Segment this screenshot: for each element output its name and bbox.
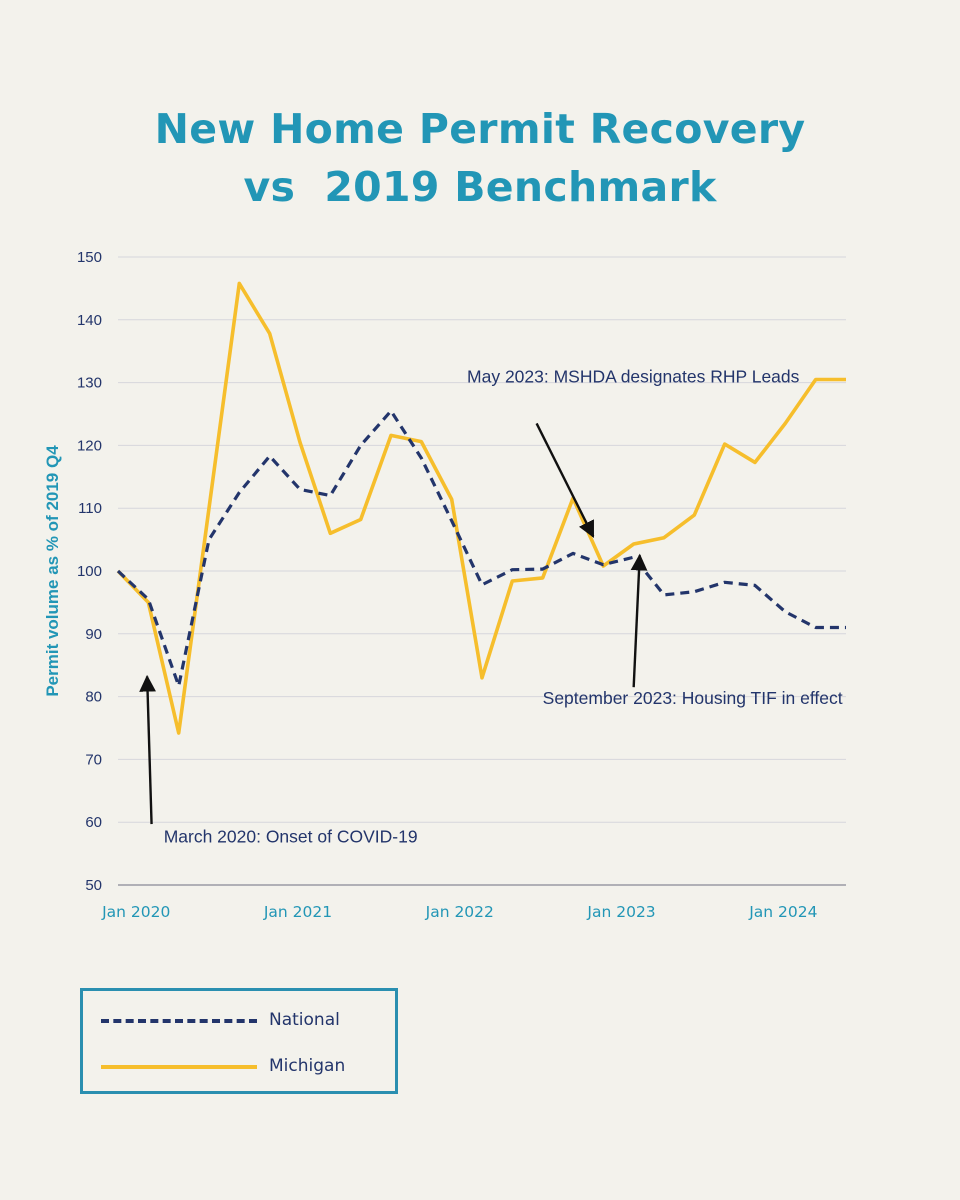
x-tick-jan-2022: Jan 2022	[425, 903, 494, 921]
x-tick-jan-2021: Jan 2021	[263, 903, 332, 921]
x-axis-ticks: Jan 2020 Jan 2021 Jan 2022 Jan 2023 Jan 2024	[101, 903, 817, 921]
y-axis-label: Permit volume as % of 2019 Q4	[43, 445, 62, 697]
y-tick-80: 80	[85, 689, 102, 706]
x-tick-jan-2023: Jan 2023	[586, 903, 655, 921]
chart-title-line-2: vs 2019 Benchmark	[243, 163, 717, 211]
y-tick-90: 90	[85, 626, 102, 643]
series-line-michigan	[116, 281, 846, 735]
y-tick-120: 120	[77, 437, 102, 454]
y-tick-140: 140	[77, 312, 102, 329]
y-tick-100: 100	[77, 563, 102, 580]
y-tick-60: 60	[85, 814, 102, 831]
y-tick-70: 70	[85, 751, 102, 768]
y-axis-ticks: 50 60 70 80 90 100 110 120 130 140 150	[77, 249, 102, 894]
x-tick-jan-2020: Jan 2020	[101, 903, 170, 921]
y-tick-50: 50	[85, 877, 102, 894]
legend-swatch-national	[101, 1019, 257, 1023]
legend-label-national: National	[269, 1010, 340, 1030]
x-tick-jan-2024: Jan 2024	[748, 903, 817, 921]
legend-label-michigan: Michigan	[269, 1056, 346, 1076]
annotation-covid-label: March 2020: Onset of COVID-19	[164, 826, 418, 846]
chart-title: New Home Permit Recovery vs 2019 Benchma…	[0, 100, 960, 216]
y-tick-150: 150	[77, 249, 102, 266]
annotation-mshda-arrow	[535, 422, 595, 538]
y-tick-130: 130	[77, 375, 102, 392]
y-tick-110: 110	[78, 500, 102, 517]
annotation-housing-tif-label: September 2023: Housing TIF in effect	[543, 688, 843, 708]
annotation-mshda-label: May 2023: MSHDA designates RHP Leads	[467, 367, 800, 387]
legend-swatch-michigan	[101, 1065, 257, 1069]
annotation-housing-tif-arrow	[630, 553, 648, 688]
annotation-covid-arrow	[139, 674, 156, 825]
annotations: May 2023: MSHDA designates RHP Leads Sept…	[139, 367, 843, 846]
gridlines	[118, 256, 846, 886]
series-line-national	[116, 409, 846, 688]
series-lines	[116, 281, 846, 735]
chart-title-line-1: New Home Permit Recovery	[154, 105, 806, 153]
legend: National Michigan	[80, 988, 398, 1094]
